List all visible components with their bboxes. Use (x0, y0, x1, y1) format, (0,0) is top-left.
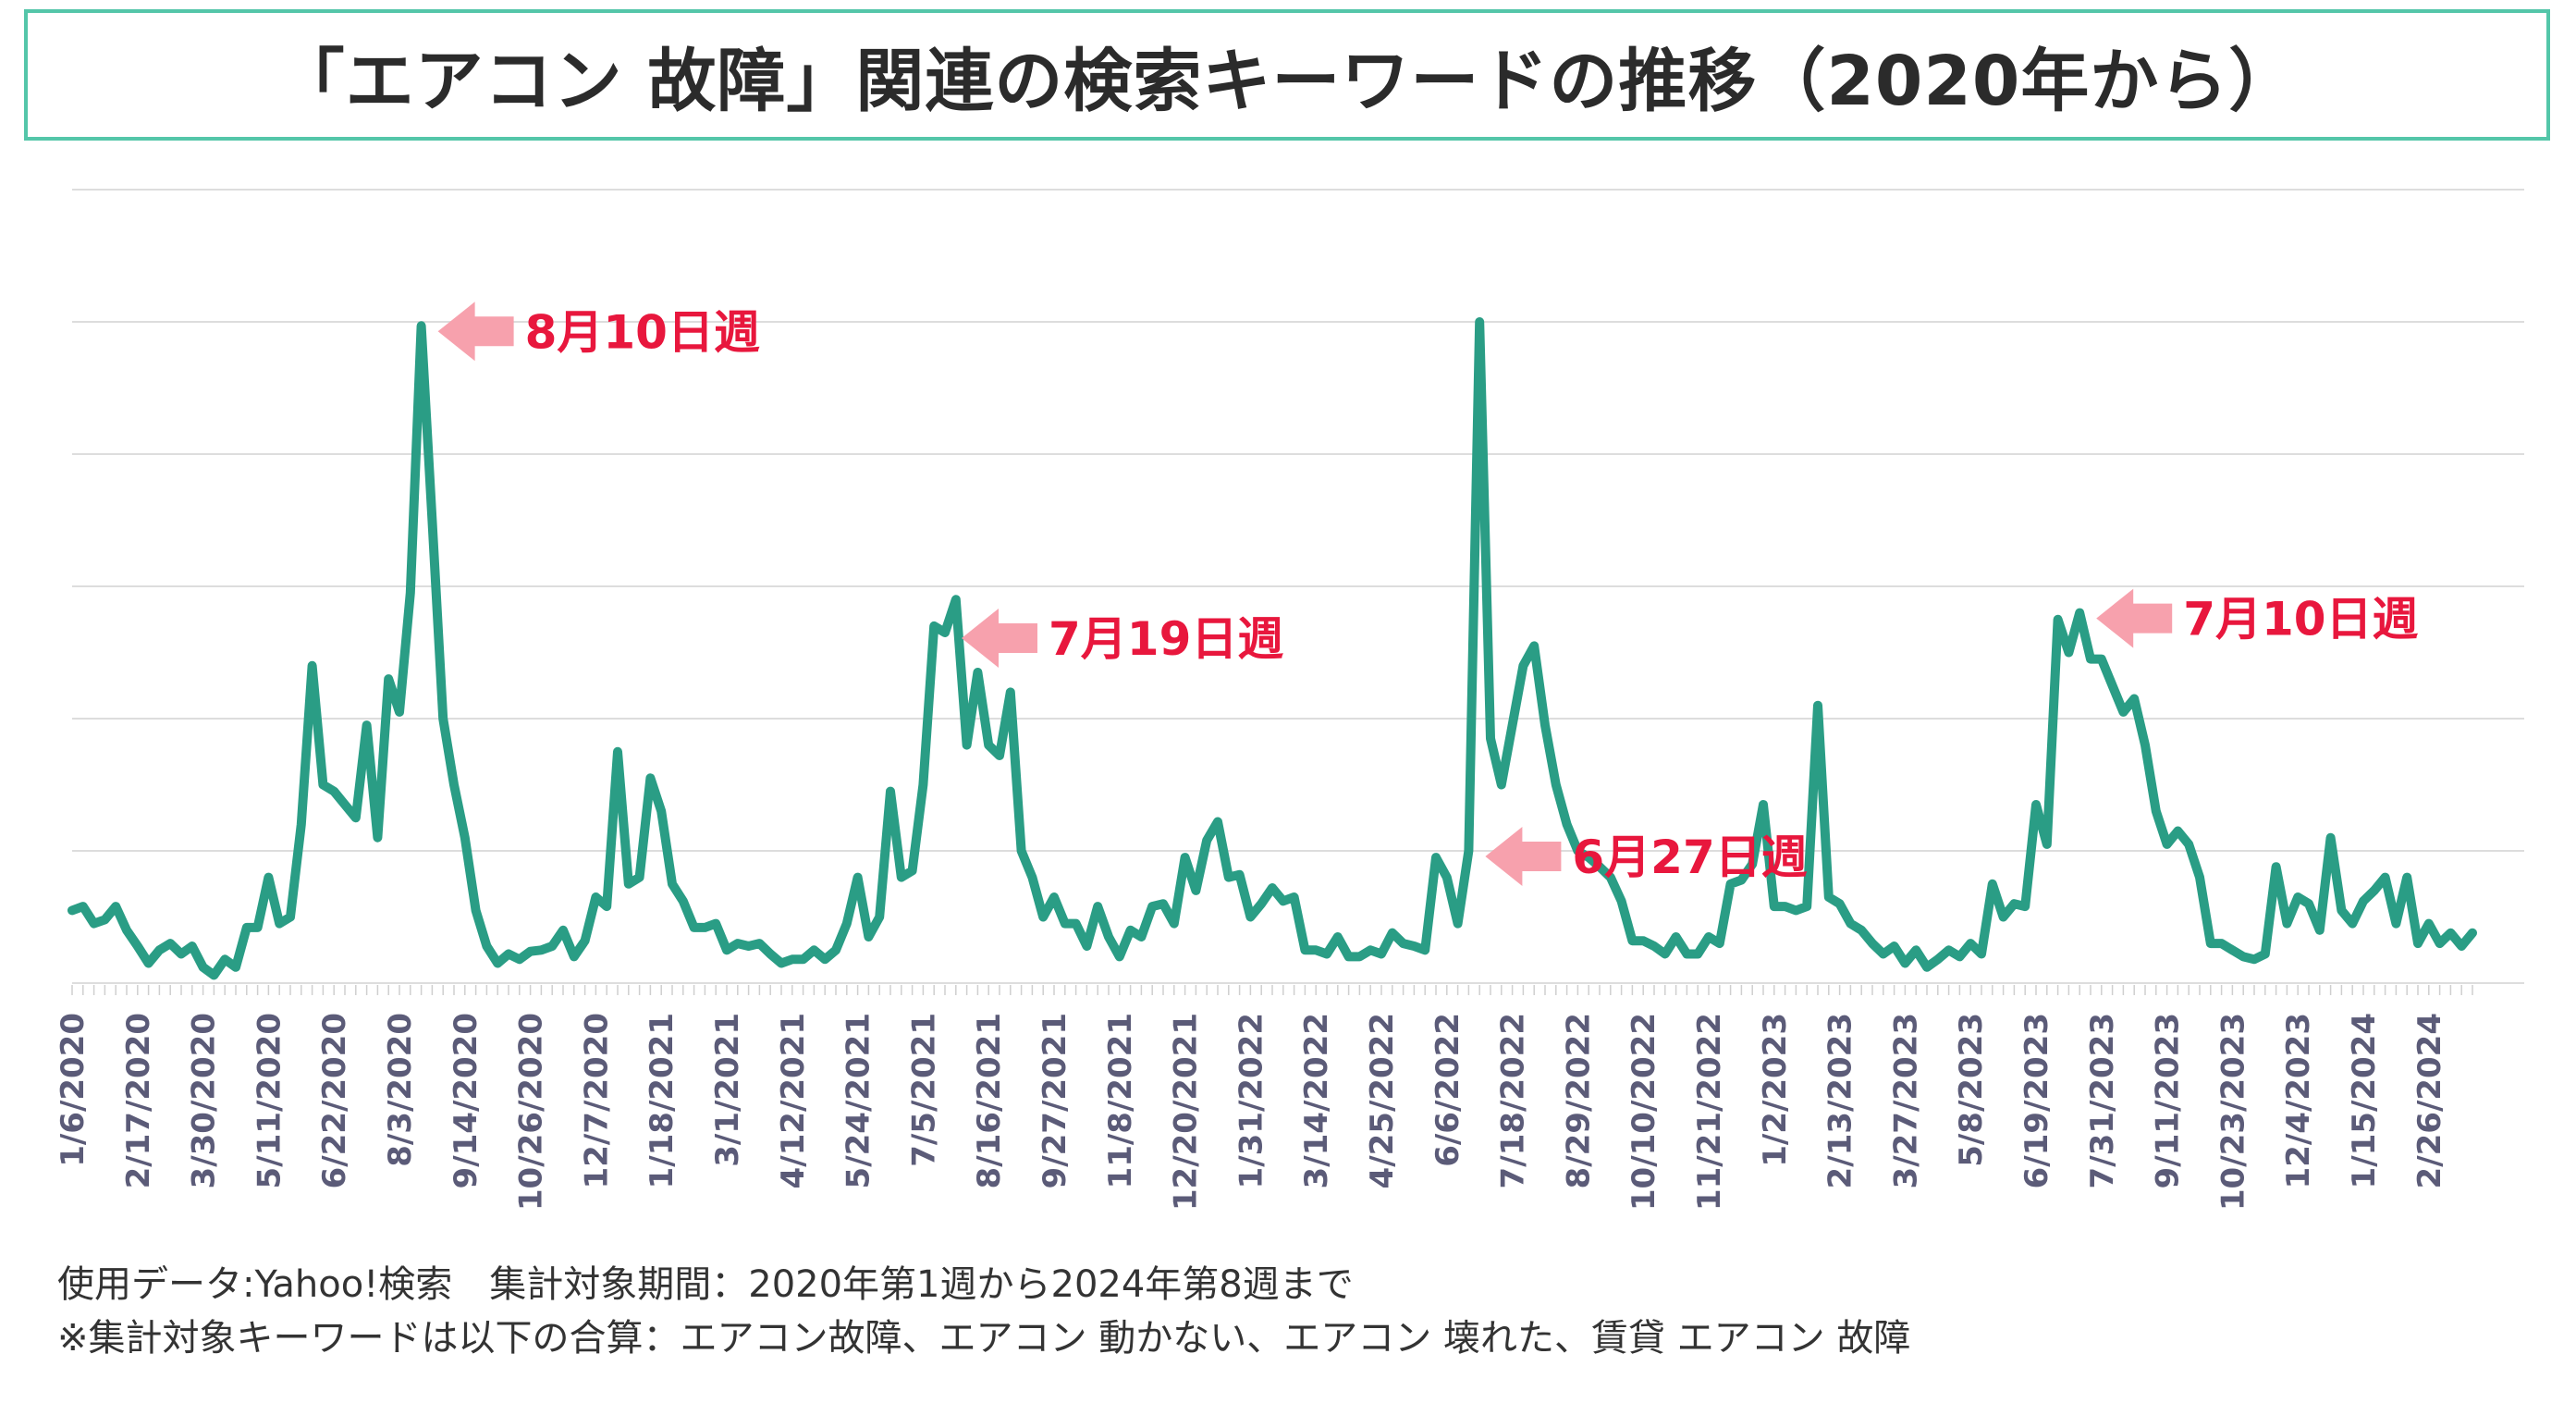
x-tick-label: 7/5/2021 (905, 1013, 942, 1167)
x-tick-label: 8/16/2021 (971, 1013, 1008, 1188)
x-axis-labels: 1/6/2020 2/17/2020 3/30/2020 5/11/2020 6/22/… (55, 1013, 2448, 1211)
x-tick-label: 5/11/2020 (251, 1013, 288, 1188)
x-tick-label: 12/20/2021 (1168, 1013, 1205, 1211)
x-tick-label: 8/29/2022 (1560, 1013, 1597, 1188)
x-tick-label: 7/18/2022 (1495, 1013, 1532, 1188)
title-box: 「エアコン 故障」関連の検索キーワードの推移（2020年から） (24, 9, 2550, 141)
x-tick-label: 1/6/2020 (55, 1013, 92, 1167)
x-tick-label: 2/13/2023 (1822, 1013, 1859, 1188)
x-tick-label: 1/31/2022 (1233, 1013, 1270, 1188)
annotation-label: 6月27日週 (1572, 831, 1807, 884)
x-axis-ticks (71, 985, 2473, 995)
x-tick-label: 3/27/2023 (1887, 1013, 1924, 1188)
x-tick-label: 10/26/2020 (513, 1013, 550, 1211)
footer-line-1: 使用データ:Yahoo!検索 集計対象期間：2020年第1週から2024年第8週… (57, 1263, 1354, 1306)
x-tick-label: 3/30/2020 (186, 1013, 223, 1188)
annotation-label: 8月10日週 (525, 305, 760, 359)
x-tick-label: 9/14/2020 (448, 1013, 485, 1188)
series-line-group (67, 317, 2477, 980)
x-tick-label: 4/12/2021 (775, 1013, 812, 1188)
x-tick-label: 9/27/2021 (1037, 1013, 1073, 1188)
footer-line-2: ※集計対象キーワードは以下の合算：エアコン故障、エアコン 動かない、エアコン 壊… (57, 1317, 1911, 1360)
x-tick-label: 9/11/2023 (2150, 1013, 2187, 1188)
annotation-label: 7月10日週 (2183, 593, 2418, 646)
x-tick-label: 7/31/2023 (2084, 1013, 2121, 1188)
annotation-arrow (1485, 827, 1562, 886)
x-tick-label: 6/19/2023 (2018, 1013, 2055, 1188)
x-tick-label: 1/2/2023 (1757, 1013, 1794, 1167)
annotations: 8月10日週 7月19日週 6月27日週 7月10日週 (437, 302, 2419, 886)
x-tick-label: 6/22/2020 (316, 1013, 353, 1188)
x-tick-label: 2/17/2020 (120, 1013, 157, 1188)
x-tick-label: 8/3/2020 (382, 1013, 419, 1167)
x-tick-label: 5/24/2021 (840, 1013, 877, 1188)
x-tick-label: 4/25/2022 (1364, 1013, 1401, 1188)
annotation-arrow (962, 609, 1037, 669)
x-tick-label: 3/1/2021 (709, 1013, 746, 1167)
x-tick-label: 2/26/2024 (2411, 1013, 2448, 1188)
x-tick-label: 5/8/2023 (1953, 1013, 1990, 1167)
x-tick-label: 6/6/2022 (1429, 1013, 1466, 1167)
footer-notes: 使用データ:Yahoo!検索 集計対象期間：2020年第1週から2024年第8週… (57, 1258, 1910, 1365)
series-line (67, 317, 2477, 980)
x-tick-label: 10/23/2023 (2214, 1013, 2251, 1211)
x-tick-label: 1/15/2024 (2346, 1013, 2383, 1188)
x-tick-label: 12/4/2023 (2280, 1013, 2317, 1188)
x-tick-label: 1/18/2021 (644, 1013, 681, 1188)
x-tick-label: 12/7/2020 (578, 1013, 615, 1188)
annotation-arrow (437, 302, 514, 362)
annotation-arrow (2096, 588, 2173, 648)
chart-title: 「エアコン 故障」関連の検索キーワードの推移（2020年から） (276, 41, 2299, 121)
x-tick-label: 11/8/2021 (1102, 1013, 1139, 1188)
x-tick-label: 10/10/2022 (1625, 1013, 1662, 1211)
x-tick-label: 11/21/2022 (1691, 1013, 1728, 1211)
x-tick-label: 3/14/2022 (1298, 1013, 1335, 1188)
annotation-label: 7月19日週 (1049, 612, 1283, 666)
